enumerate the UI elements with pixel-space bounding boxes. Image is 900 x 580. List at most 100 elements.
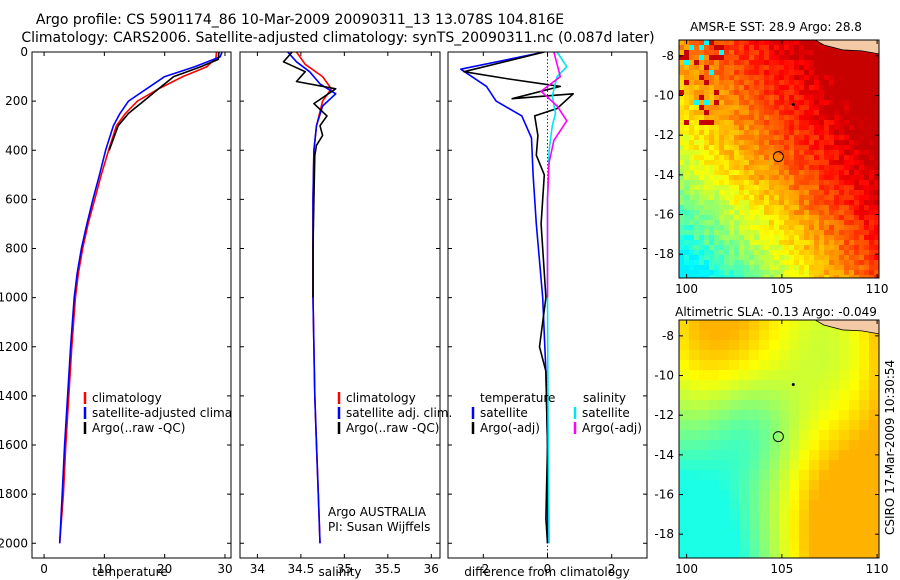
map-cell — [714, 95, 720, 101]
map-cell — [814, 95, 820, 101]
map-cell — [749, 195, 755, 201]
map-cell — [799, 55, 805, 61]
map-cell — [819, 95, 825, 101]
map-cell — [734, 40, 740, 46]
map-cell — [799, 45, 805, 51]
map-cell — [819, 185, 825, 191]
map-cell — [829, 100, 835, 106]
legend-label-sal-argo-diff: Argo(-adj) — [582, 421, 642, 435]
map-cell — [789, 210, 795, 216]
legend-label-argo-raw: Argo(..raw -QC) — [92, 421, 185, 435]
map-cell — [809, 210, 815, 216]
map-cell — [764, 130, 770, 136]
map-cell — [839, 340, 850, 351]
map-cell — [679, 480, 690, 491]
map-cell — [684, 225, 690, 231]
map-cell — [689, 340, 700, 351]
map-cell — [829, 105, 835, 111]
map-cell — [709, 245, 715, 251]
map-cell — [829, 450, 840, 461]
map-cell — [784, 155, 790, 161]
map-cell — [839, 210, 845, 216]
map-cell — [749, 510, 760, 521]
map-cell — [844, 85, 850, 91]
map-cell — [714, 220, 720, 226]
map-cell — [694, 110, 700, 116]
map-cell — [739, 220, 745, 226]
map-cell — [789, 120, 795, 126]
map-cell — [784, 255, 790, 261]
map-cell — [739, 360, 750, 371]
map-cell — [784, 205, 790, 211]
map-cell — [854, 80, 860, 86]
map-cell — [849, 125, 855, 131]
map-y-tick-label: -14 — [654, 168, 674, 182]
map-cell — [854, 245, 860, 251]
map-cell — [774, 90, 780, 96]
map-cell — [819, 115, 825, 121]
map-cell — [724, 50, 730, 56]
map-cell — [829, 80, 835, 86]
map-cell — [829, 140, 835, 146]
series-line-temperature-satellite — [460, 52, 549, 544]
map-cell — [764, 260, 770, 266]
map-cell — [864, 215, 870, 221]
map-cell — [769, 145, 775, 151]
map-cell — [819, 190, 825, 196]
map-cell — [734, 230, 740, 236]
map-cell — [824, 95, 830, 101]
map-cell — [809, 120, 815, 126]
map-cell — [854, 170, 860, 176]
map-cell — [829, 470, 840, 481]
map-cell — [799, 170, 805, 176]
map-cell — [709, 490, 720, 501]
map-cell — [684, 60, 690, 66]
map-cell — [709, 265, 715, 271]
map-cell — [794, 125, 800, 131]
map-cell — [819, 110, 825, 116]
map-cell — [744, 115, 750, 121]
map-cell — [779, 540, 790, 551]
map-cell — [689, 100, 695, 106]
map-cell — [694, 120, 700, 126]
map-cell — [699, 135, 705, 141]
map-cell — [704, 255, 710, 261]
map-cell — [849, 530, 860, 541]
x-tick-label: 0 — [544, 562, 552, 576]
map-cell — [809, 60, 815, 66]
map-cell — [734, 55, 740, 61]
map-cell — [849, 100, 855, 106]
map-cell — [699, 225, 705, 231]
map-cell — [734, 200, 740, 206]
map-cell — [849, 500, 860, 511]
map-cell — [854, 115, 860, 121]
map-cell — [714, 60, 720, 66]
map-cell — [739, 150, 745, 156]
map-cell — [679, 520, 690, 531]
map-cell — [869, 430, 879, 441]
map-cell — [874, 215, 879, 221]
map-cell — [769, 460, 780, 471]
map-cell — [869, 245, 875, 251]
x-tick-label: 35 — [337, 562, 352, 576]
map-cell — [869, 275, 875, 278]
map-cell — [799, 265, 805, 271]
map-cell — [754, 70, 760, 76]
map-cell — [764, 265, 770, 271]
map-cell — [749, 40, 755, 46]
map-cell — [689, 360, 700, 371]
map-cell — [809, 245, 815, 251]
series-line-salinity-satellite — [546, 52, 568, 544]
map-cell — [789, 320, 800, 331]
map-cell — [869, 240, 875, 246]
map-cell — [804, 255, 810, 261]
pi-annotation: PI: Susan Wijffels — [328, 520, 430, 534]
map-cell — [739, 530, 750, 541]
map-cell — [859, 130, 865, 136]
map-cell — [764, 120, 770, 126]
map-cell — [824, 240, 830, 246]
map-cell — [844, 220, 850, 226]
map-cell — [749, 205, 755, 211]
map-cell — [804, 215, 810, 221]
map-cell — [864, 110, 870, 116]
